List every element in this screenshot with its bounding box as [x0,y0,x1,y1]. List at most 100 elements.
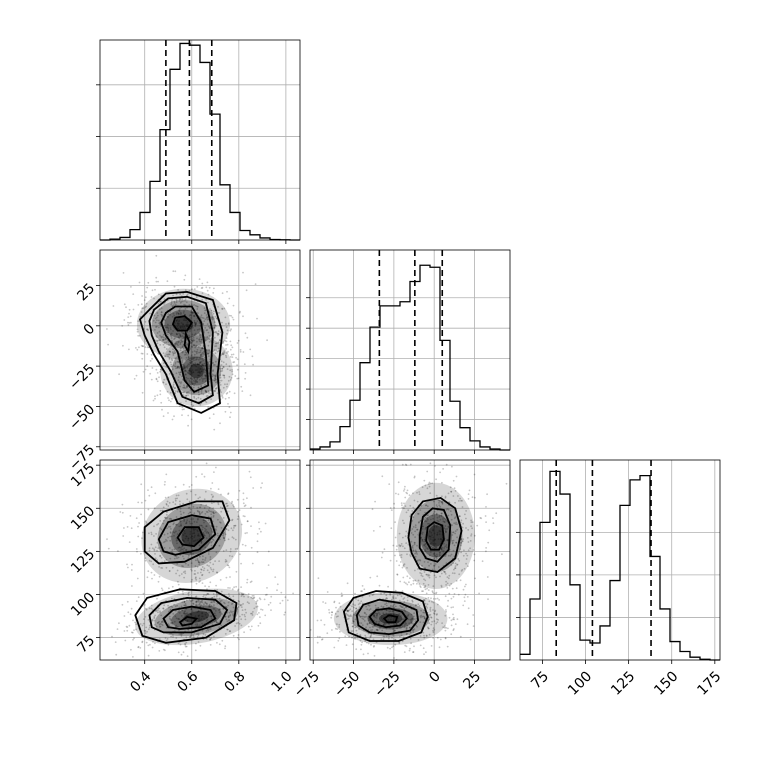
sample-point [168,547,171,549]
sample-point [190,361,193,364]
sample-point [142,592,145,595]
sample-point [237,636,239,639]
sample-point [169,531,172,533]
sample-point [423,599,425,601]
sample-point [173,557,176,560]
sample-point [380,615,383,617]
sample-point [179,293,182,296]
sample-point [450,597,453,600]
sample-point [201,629,204,632]
sample-point [180,524,182,527]
sample-point [359,639,362,642]
sample-point [169,532,172,534]
sample-point [185,376,188,379]
sample-point [431,514,434,517]
sample-point [153,314,156,317]
sample-point [215,332,218,334]
sample-point [232,353,235,356]
sample-point [167,610,170,613]
sample-point [214,352,217,355]
sample-point [349,608,352,611]
sample-point [396,573,399,576]
sample-point [206,281,209,284]
sample-point [179,520,182,523]
sample-point [199,513,202,515]
sample-point [438,499,441,502]
sample-point [401,506,404,509]
sample-point [197,561,200,563]
sample-point [336,623,338,626]
sample-point [179,549,182,552]
sample-point [200,392,203,395]
sample-point [417,559,420,561]
sample-point [393,502,395,505]
sample-point [247,593,250,595]
sample-point [140,483,143,486]
sample-point [173,302,176,304]
sample-point [415,624,418,627]
sample-point [423,544,425,546]
sample-point [167,623,170,626]
sample-point [201,346,204,349]
sample-point [237,622,240,624]
sample-point [199,361,202,363]
sample-point [199,333,202,336]
sample-point [423,540,426,543]
sample-point [185,522,188,524]
sample-point [185,614,188,616]
sample-point [204,383,206,386]
sample-point [424,511,426,514]
sample-point [196,308,199,310]
sample-point [115,653,118,656]
sample-point [154,642,156,645]
sample-point [416,528,419,531]
sample-point [152,319,155,322]
sample-point [440,538,442,540]
sample-point [192,602,195,605]
sample-point [126,563,128,566]
sample-point [205,525,208,527]
sample-point [432,536,435,539]
sample-point [202,364,204,366]
sample-point [183,366,186,368]
sample-point [184,387,187,390]
sample-point [349,614,352,617]
sample-point [396,594,399,597]
sample-point [397,493,400,496]
sample-point [392,597,395,600]
sample-point [461,499,463,502]
contour-line-0 [407,496,463,574]
sample-point [419,616,422,619]
sample-point [399,554,401,557]
sample-point [383,548,386,551]
sample-point [207,629,210,632]
sample-point [185,641,188,644]
sample-point [179,325,182,328]
sample-point [231,519,233,522]
sample-point [181,361,184,363]
sample-point [283,613,286,616]
sample-point [198,603,200,606]
sample-point [359,615,362,618]
sample-point [186,344,189,346]
sample-point [200,541,203,544]
sample-point [178,300,181,302]
sample-point [165,639,168,642]
sample-point [198,581,201,583]
sample-point [201,511,204,513]
sample-point [205,391,208,394]
sample-point [182,651,185,654]
sample-point [186,325,188,327]
sample-point [414,549,417,552]
sample-point [424,484,427,487]
sample-point [193,314,196,317]
sample-point [207,553,210,555]
sample-point [224,397,227,400]
sample-point [436,597,439,600]
sample-point [393,619,395,622]
sample-point [203,535,206,537]
sample-point [425,520,428,523]
sample-point [414,579,417,582]
sample-point [414,552,416,555]
sample-point [191,356,194,358]
